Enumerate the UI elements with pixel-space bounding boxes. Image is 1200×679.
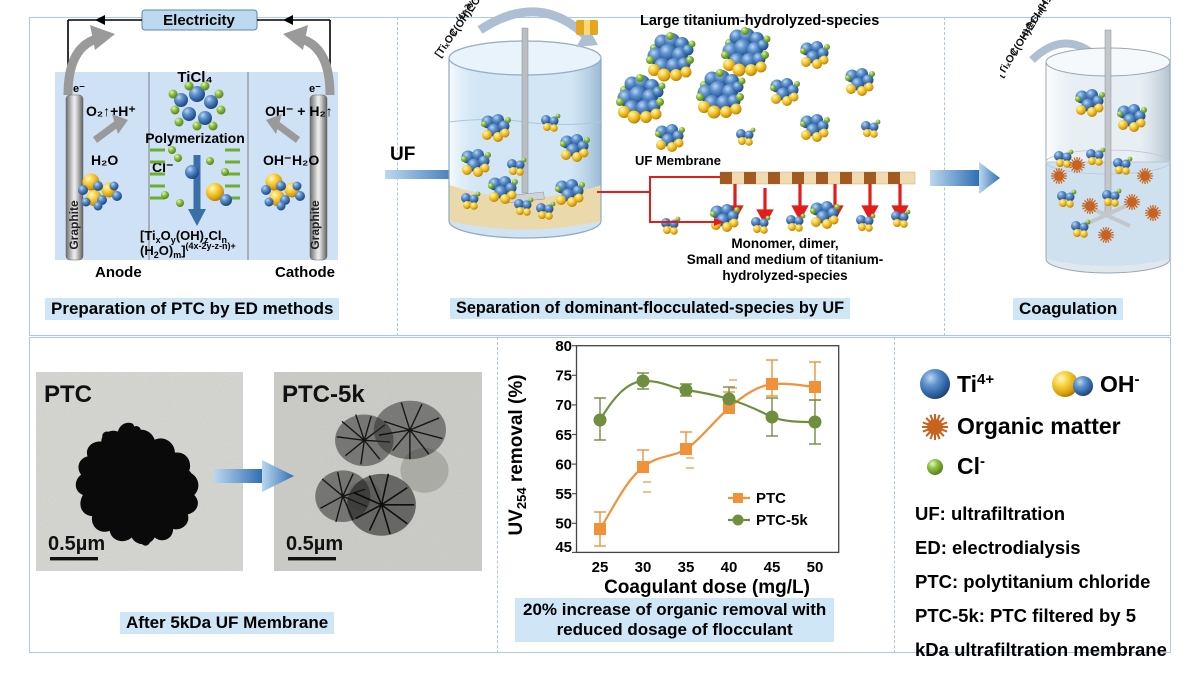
svg-text:PTC: PTC [756, 490, 786, 507]
svg-text:O₂↑+H⁺: O₂↑+H⁺ [86, 103, 136, 119]
svg-text:H₂O: H₂O [292, 152, 319, 168]
svg-text:0.5µm: 0.5µm [48, 533, 105, 555]
svg-text:Graphite: Graphite [67, 200, 81, 250]
svg-text:Coagulant dose (mg/L): Coagulant dose (mg/L) [604, 577, 810, 598]
svg-text:30: 30 [635, 559, 652, 576]
svg-text:35: 35 [678, 559, 695, 576]
svg-text:70: 70 [555, 397, 572, 414]
svg-text:PTC-5k: PTC-5k [282, 381, 365, 408]
svg-text:40: 40 [721, 559, 738, 576]
svg-text:80: 80 [555, 340, 572, 355]
svg-text:OH-: OH- [1100, 371, 1140, 397]
svg-text:60: 60 [555, 456, 572, 473]
svg-text:65: 65 [555, 427, 572, 444]
svg-text:kDa ultrafiltration membrane: kDa ultrafiltration membrane [915, 639, 1167, 660]
svg-text:ED: electrodialysis: ED: electrodialysis [915, 537, 1081, 558]
svg-text:55: 55 [555, 486, 572, 503]
svg-text:hydrolyzed-species: hydrolyzed-species [722, 268, 847, 283]
svg-text:H₂O: H₂O [91, 152, 118, 168]
svg-text:Anode: Anode [95, 264, 142, 281]
svg-text:50: 50 [807, 559, 824, 576]
svg-text:PTC: polytitanium chloride: PTC: polytitanium chloride [915, 571, 1150, 592]
svg-text:Cl-: Cl- [957, 453, 985, 479]
svg-text:UF Membrane: UF Membrane [635, 153, 721, 168]
svg-text:Cathode: Cathode [275, 264, 335, 281]
svg-text:PTC-5k: PTC filtered by 5: PTC-5k: PTC filtered by 5 [915, 605, 1136, 626]
svg-text:0.5µm: 0.5µm [286, 533, 343, 555]
svg-text:PTC-5k: PTC-5k [756, 512, 808, 529]
svg-text:e⁻: e⁻ [309, 83, 321, 95]
svg-text:45: 45 [764, 559, 781, 576]
svg-text:(4x-2y-z-n)+: (4x-2y-z-n)+ [1018, 0, 1049, 41]
svg-text:Polymerization: Polymerization [145, 130, 245, 146]
svg-text:75: 75 [555, 368, 572, 385]
svg-text:Graphite: Graphite [308, 200, 322, 250]
svg-text:Electricity: Electricity [163, 12, 235, 29]
svg-text:Small and medium of titanium-: Small and medium of titanium- [687, 252, 884, 267]
svg-text:Ti4+: Ti4+ [957, 371, 994, 397]
svg-text:Monomer, dimer,: Monomer, dimer, [731, 236, 838, 251]
svg-text:25: 25 [592, 559, 609, 576]
svg-text:45: 45 [555, 539, 572, 556]
svg-text:Large titanium-hydrolyzed-spec: Large titanium-hydrolyzed-species [640, 13, 879, 29]
svg-text:UF: ultrafiltration: UF: ultrafiltration [915, 503, 1065, 524]
svg-text:OH⁻: OH⁻ [263, 152, 291, 168]
svg-text:e⁻: e⁻ [73, 83, 85, 95]
svg-text:Organic matter: Organic matter [957, 413, 1121, 439]
svg-text:50: 50 [555, 516, 572, 533]
svg-text:UV254 removal (%): UV254 removal (%) [506, 374, 529, 535]
svg-text:PTC: PTC [44, 381, 92, 408]
